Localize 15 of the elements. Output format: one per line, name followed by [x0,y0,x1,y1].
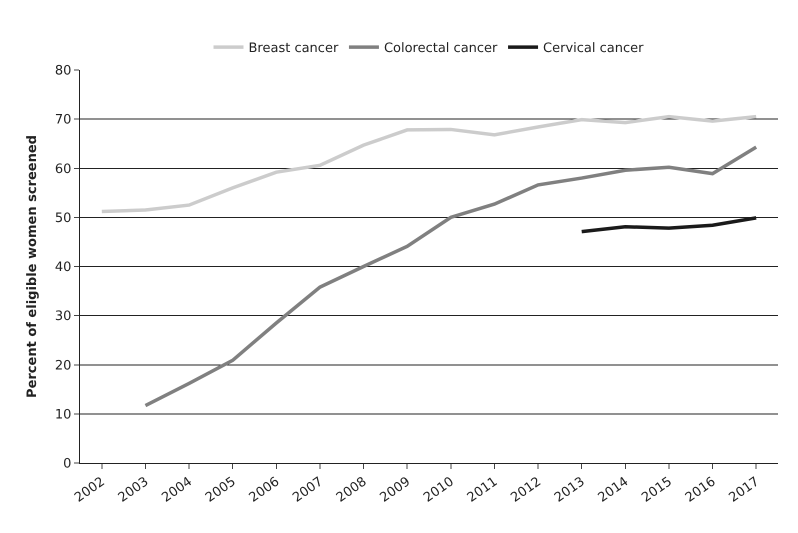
y-tick-label: 40 [54,260,72,276]
line-series [144,145,758,408]
line-series [100,114,758,214]
y-tick-label: 60 [54,162,72,177]
legend-label: Colorectal cancer [384,41,498,56]
y-tick-label: 30 [54,309,72,324]
y-tick-label: 0 [63,456,72,472]
y-axis-title: Percent of eligible women screened [24,135,40,398]
y-tick-label: 50 [54,210,72,226]
y-tick-label: 80 [54,64,72,79]
y-tick-label: 70 [54,112,72,128]
legend-label: Breast cancer [248,41,339,56]
y-tick-label: 10 [54,407,72,422]
legend-label: Cervical cancer [543,41,644,56]
y-tick-label: 20 [54,358,72,374]
